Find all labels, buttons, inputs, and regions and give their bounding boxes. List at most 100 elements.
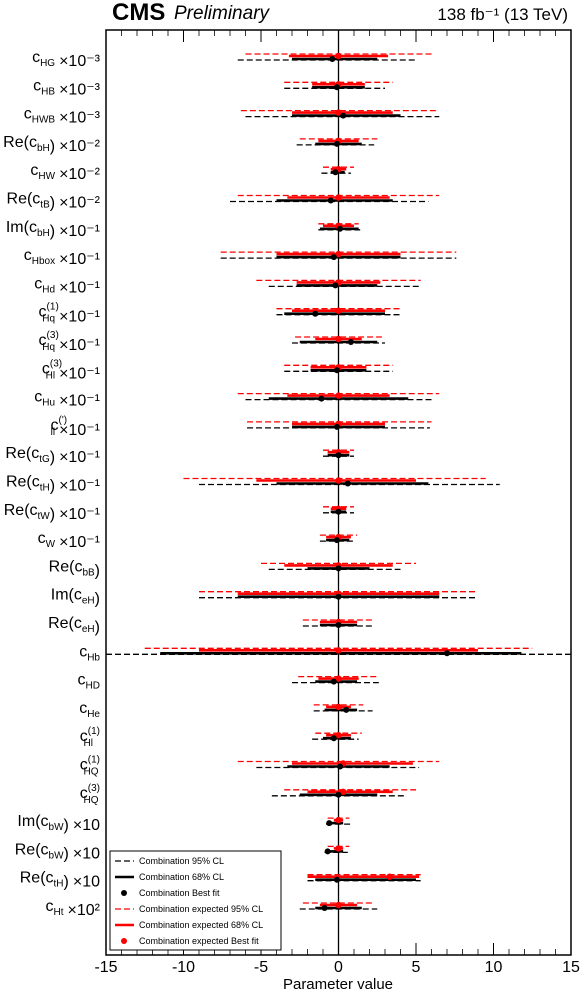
param-subscript: bB: [82, 567, 95, 578]
param-close-paren: ): [95, 562, 100, 579]
expected-best-fit: [386, 873, 393, 880]
param-base: c: [38, 530, 46, 547]
param-scale: ×10⁻¹: [59, 393, 100, 410]
x-tick-label: -10: [172, 959, 195, 976]
param-close-paren: ): [50, 195, 55, 212]
param-label: cHu ×10⁻¹: [34, 389, 100, 410]
param-subscript: HWB: [32, 115, 56, 126]
param-subscript: Hl: [84, 738, 93, 749]
expected-best-fit: [335, 703, 342, 711]
param-subscript: Hb: [87, 652, 100, 663]
param-label: Re(ctB) ×10⁻²: [7, 191, 101, 212]
param-label: cHG ×10⁻³: [32, 49, 101, 70]
param-scale: ×10⁻³: [59, 53, 101, 70]
param-row-20: Re(ceH): [48, 615, 375, 636]
expected-best-fit: [335, 732, 342, 739]
param-row-12: cHu ×10⁻¹: [34, 389, 440, 410]
observed-best-fit: [335, 622, 342, 628]
legend-dot-marker: [121, 938, 127, 944]
param-open-paren: (: [69, 615, 75, 632]
observed-best-fit: [337, 225, 344, 232]
param-row-28: Re(cbW) ×10: [15, 841, 350, 862]
param-label: c(1) Hq ×10⁻¹: [39, 302, 100, 326]
observed-best-fit: [335, 508, 342, 515]
param-prefix: Re: [7, 191, 28, 208]
observed-best-fit: [335, 791, 342, 798]
param-close-paren: ): [50, 223, 55, 240]
param-base: c: [51, 417, 59, 434]
param-close-paren: ): [50, 449, 55, 466]
param-scale: ×10: [73, 874, 100, 891]
param-label: cHd ×10⁻¹: [34, 275, 100, 296]
x-axis-label: Parameter value: [283, 976, 393, 992]
param-superscript: (3): [50, 358, 62, 369]
param-base: c: [78, 672, 86, 689]
param-label: Im(cbW) ×10: [17, 813, 100, 834]
param-prefix: Re: [48, 615, 69, 632]
param-scale: ×10⁻¹: [59, 506, 100, 523]
param-subscript: Hbox: [32, 256, 55, 267]
param-row-9: c(1) Hq ×10⁻¹: [39, 302, 401, 326]
param-subscript: bW: [49, 822, 65, 833]
param-subscript: bH: [37, 228, 50, 239]
param-row-19: Im(ceH): [51, 587, 478, 608]
param-row-23: cHe: [79, 700, 373, 720]
param-open-paren: (: [35, 813, 41, 830]
observed-best-fit: [330, 678, 337, 685]
param-label: Im(cbH) ×10⁻¹: [6, 219, 100, 240]
expected-best-fit: [335, 52, 342, 60]
param-prefix: Im: [6, 219, 24, 236]
param-open-paren: (: [35, 841, 41, 858]
param-label: c(3) Hq ×10⁻¹: [39, 330, 100, 354]
param-row-27: Im(cbW) ×10: [17, 813, 351, 834]
param-base: c: [74, 587, 82, 604]
param-scale: ×10⁻²: [59, 138, 101, 155]
observed-best-fit: [335, 565, 342, 572]
observed-best-fit: [321, 905, 328, 911]
param-label: Re(ctH) ×10: [20, 870, 100, 891]
expected-best-fit: [335, 194, 342, 201]
param-row-14: Re(ctG) ×10⁻¹: [5, 445, 354, 466]
param-prefix: Re: [6, 474, 27, 491]
param-scale: ×10: [73, 817, 100, 834]
param-subscript: HD: [86, 681, 100, 692]
param-scale: ×10⁻¹: [59, 279, 100, 296]
param-scale: ×10⁻²: [59, 166, 101, 183]
expected-best-fit: [335, 901, 342, 909]
x-tick-label: -15: [94, 959, 117, 976]
param-subscript: W: [46, 539, 56, 550]
param-row-5: Re(ctB) ×10⁻²: [7, 191, 440, 212]
param-row-29: Re(ctH) ×10: [20, 870, 421, 891]
param-open-paren: (: [69, 558, 75, 575]
x-tick-label: -5: [254, 959, 268, 976]
param-row-26: c(3) HQ: [80, 783, 416, 806]
param-subscript: bW: [49, 850, 65, 861]
observed-best-fit: [318, 395, 325, 402]
param-scale: ×10²: [68, 902, 101, 919]
observed-best-fit: [347, 339, 354, 345]
param-superscript: (3): [88, 783, 100, 794]
param-base: c: [42, 360, 50, 377]
param-row-6: Im(cbH) ×10⁻¹: [6, 219, 361, 240]
param-prefix: Re: [5, 445, 26, 462]
observed-best-fit: [333, 423, 340, 430]
param-open-paren: (: [26, 474, 32, 491]
observed-best-fit: [330, 735, 337, 742]
param-open-paren: (: [24, 134, 30, 151]
param-base: c: [74, 558, 82, 575]
param-subscript: He: [87, 709, 100, 720]
param-scale: ×10⁻³: [59, 81, 101, 98]
param-base: c: [33, 77, 41, 94]
observed-best-fit: [335, 452, 342, 459]
param-open-paren: (: [24, 219, 30, 236]
param-label: cHB ×10⁻³: [33, 77, 100, 98]
observed-best-fit: [333, 367, 340, 374]
param-superscript: (1): [47, 302, 59, 313]
param-open-paren: (: [40, 870, 46, 887]
param-superscript: (1): [88, 755, 100, 766]
param-base: c: [29, 134, 37, 151]
param-subscript: HB: [41, 86, 55, 97]
param-subscript: Hd: [42, 284, 55, 295]
legend-label: Combination expected 68% CL: [139, 920, 263, 930]
param-close-paren: ): [64, 874, 69, 891]
